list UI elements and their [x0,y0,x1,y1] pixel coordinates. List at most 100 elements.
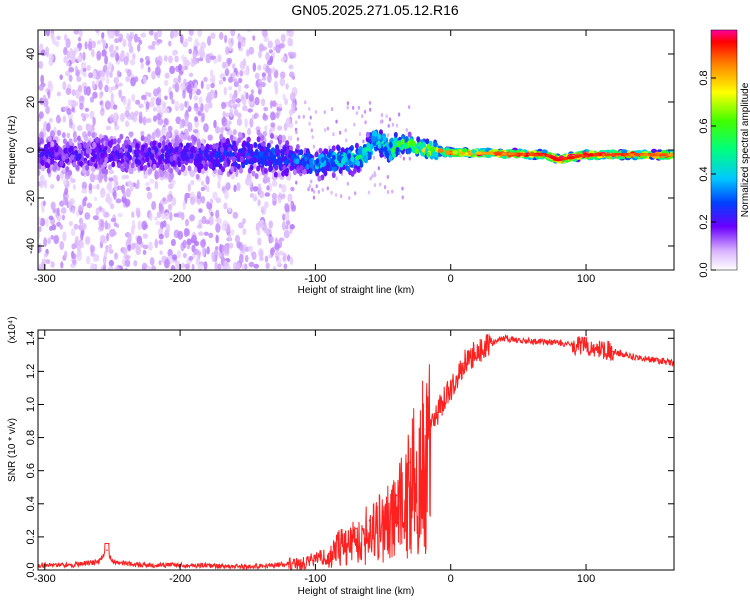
spectrogram-noise-cell [369,107,372,112]
spectrogram-cell [180,134,185,141]
snr-point [531,340,533,343]
spectrogram-noise-cell [69,47,73,56]
spectrogram-noise-cell [173,213,179,218]
spectrogram-ytick-label: -40 [25,238,37,254]
spectrogram-cell [347,153,352,160]
spectrogram-noise-cell [224,34,228,44]
spectrogram-noise-cell [263,106,269,112]
snr-frame [37,329,675,571]
spectrogram-ytick-label: 20 [25,96,37,108]
spectrogram-noise-cell [289,224,295,230]
spectrogram-noise-cell [364,120,367,125]
spectrogram-cell [651,148,658,154]
spectrogram-noise-cell [96,50,102,60]
spectrogram-noise-cell [68,66,75,73]
spectrogram-cell [197,142,202,149]
snr-xtick-label: 0 [448,573,454,585]
spectrogram-noise-cell [386,174,390,179]
spectrogram-noise-cell [122,97,127,106]
spectrogram-cell [143,146,148,153]
spectrogram-noise-cell [110,203,115,210]
spectrogram-noise-cell [156,105,162,113]
spectrogram-noise-cell [72,101,79,107]
spectrogram-noise-cell [48,53,54,63]
spectrogram-noise-cell [73,47,80,53]
spectrogram-noise-cell [182,239,187,249]
snr-point [395,494,398,497]
spectrogram-cell [341,158,346,165]
spectrogram-noise-cell [144,169,148,180]
spectrogram-noise-cell [183,78,187,84]
spectrogram-noise-cell [222,185,227,194]
spectrogram-noise-cell [332,132,335,137]
spectrogram-noise-cell [79,102,84,110]
colorbar-label: Normalized spectral amplitude [740,82,750,217]
spectrogram-cell [116,143,121,150]
spectrogram-noise-cell [117,212,123,218]
spectrogram-noise-cell [43,237,48,248]
spectrogram-noise-cell [113,76,119,85]
spectrogram-noise-cell [233,261,238,270]
spectrogram-noise-cell [149,257,155,266]
spectrogram-noise-cell [335,119,338,124]
spectrogram-noise-cell [97,173,103,184]
spectrogram-noise-cell [82,67,87,72]
spectrogram-noise-cell [96,40,101,45]
spectrogram-noise-cell [272,266,277,270]
spectrogram-noise-cell [191,234,198,243]
spectrogram-noise-cell [294,106,298,111]
spectrogram-noise-cell [115,198,122,204]
spectrogram-noise-cell [146,191,153,200]
spectrogram-noise-cell [148,30,154,36]
spectrogram-cell [70,154,75,161]
spectrogram-noise-cell [159,250,163,255]
spectrogram-cell [206,155,211,162]
spectrogram-noise-cell [242,218,246,225]
spectrogram-noise-cell [248,46,255,55]
spectrogram-cell [164,145,169,152]
spectrogram-noise-cell [197,30,203,38]
spectrogram-noise-cell [231,94,236,104]
spectrogram-noise-cell [152,106,157,112]
spectrogram-ridge-cell [501,152,508,155]
spectrogram-cell [75,164,80,171]
spectrogram-cell [336,145,341,152]
spectrogram-noise-cell [148,92,152,98]
spectrogram-noise-cell [127,41,133,48]
spectrogram-noise-cell [372,155,376,160]
spectrogram-noise-cell [38,230,41,240]
spectrogram-cell [336,155,341,162]
spectrogram-noise-cell [138,111,143,120]
spectrogram-noise-cell [102,39,107,48]
spectrogram-cell [101,168,106,175]
spectrogram-cell [365,131,370,138]
snr-point [585,345,587,348]
spectrogram-noise-cell [114,125,120,131]
spectrogram-noise-cell [78,95,85,102]
spectrogram-noise-cell [200,186,205,192]
spectrogram-cell [263,173,268,180]
spectrogram-noise-cell [208,215,214,226]
spectrogram-noise-cell [150,96,156,102]
spectrogram-noise-cell [99,234,106,244]
spectrogram-noise-cell [222,76,226,82]
spectrogram-cell [393,131,398,138]
spectrogram-cell [166,131,171,138]
spectrogram-cell [210,157,215,164]
spectrogram-cell [120,165,125,172]
spectrogram-noise-cell [380,113,384,118]
spectrogram-cell [278,134,283,141]
spectrogram-noise-cell [175,106,179,112]
snr-line [38,333,674,570]
spectrogram-cell [76,135,81,142]
spectrogram-noise-cell [184,111,190,121]
spectrogram-noise-cell [61,214,66,221]
spectrogram-cell [323,148,328,155]
spectrogram-noise-cell [72,123,76,132]
spectrogram-noise-cell [38,84,44,91]
spectrogram-noise-cell [155,59,162,68]
spectrogram-cell [145,156,150,163]
spectrogram-noise-cell [78,36,82,42]
spectrogram-noise-cell [158,92,162,99]
